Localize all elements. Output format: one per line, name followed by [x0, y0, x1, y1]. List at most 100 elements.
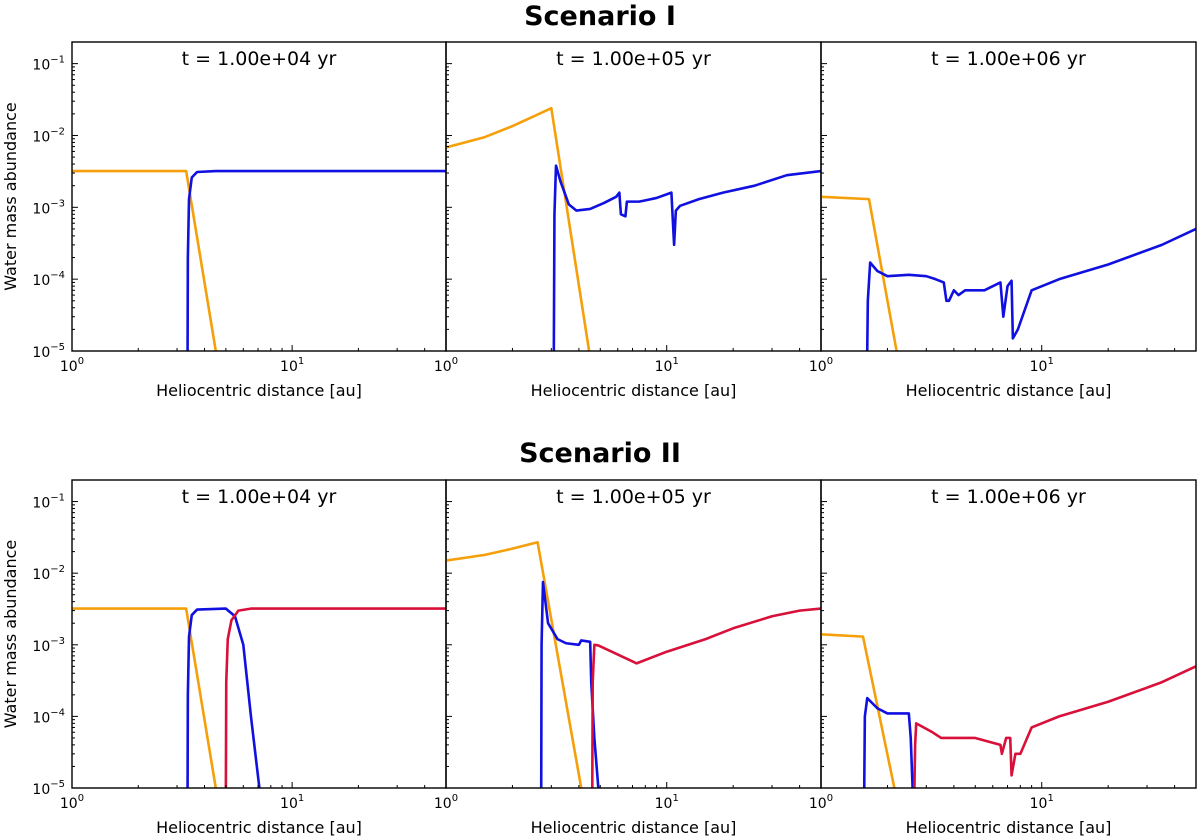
- panel-title: t = 1.00e+06 yr: [931, 486, 1086, 508]
- y-tick-label-base: 10: [32, 273, 50, 289]
- red-series-line: [590, 607, 821, 788]
- y-tick-label: 10−3: [32, 636, 65, 655]
- red-series-line: [913, 665, 1196, 788]
- y-tick-label-base: 10: [32, 496, 50, 512]
- x-tick-label: 101: [1030, 793, 1054, 812]
- y-tick-label: 10−2: [32, 126, 65, 145]
- scenario-title: Scenario II: [519, 438, 681, 469]
- x-axis-label: Heliocentric distance [au]: [531, 818, 737, 836]
- x-tick-label-exp: 1: [1047, 793, 1053, 804]
- y-tick-label: 10−2: [32, 564, 65, 583]
- y-tick-label-exp: −4: [50, 707, 65, 718]
- x-axis-label: Heliocentric distance [au]: [906, 381, 1112, 400]
- x-tick-label: 101: [1030, 356, 1054, 375]
- y-tick-label: 10−1: [32, 55, 65, 74]
- plot-area: [821, 195, 1196, 351]
- y-tick-label-base: 10: [32, 567, 50, 583]
- x-tick-label: 101: [655, 793, 679, 812]
- x-tick-label-base: 10: [60, 796, 78, 812]
- panel-title: t = 1.00e+04 yr: [182, 486, 337, 508]
- y-tick-label-exp: −3: [50, 198, 65, 209]
- x-tick-label-exp: 1: [1047, 356, 1053, 367]
- panel-frame: [71, 479, 447, 789]
- x-tick-label-base: 10: [1030, 359, 1048, 375]
- x-tick-label-base: 10: [280, 359, 298, 375]
- x-tick-label-exp: 0: [452, 793, 458, 804]
- x-tick-label-exp: 1: [672, 793, 678, 804]
- blue-series-line: [865, 227, 1196, 351]
- orange-series-line: [821, 633, 896, 788]
- blue-series-line: [552, 164, 821, 351]
- x-tick-label-exp: 0: [78, 356, 84, 367]
- scenario-title: Scenario I: [524, 1, 676, 32]
- orange-series-line: [446, 106, 591, 351]
- panel-frame: [445, 41, 822, 352]
- y-tick-label-base: 10: [32, 58, 50, 74]
- y-tick-label-exp: −4: [50, 270, 65, 281]
- panel-title: t = 1.00e+06 yr: [931, 48, 1086, 70]
- x-tick-label: 100: [60, 356, 84, 375]
- x-tick-label: 101: [280, 356, 304, 375]
- y-tick-label-base: 10: [32, 639, 50, 655]
- x-tick-label-base: 10: [60, 359, 78, 375]
- orange-series-line: [446, 540, 583, 788]
- plot-area: [446, 106, 821, 351]
- blue-series-line: [186, 169, 446, 351]
- y-tick-label-base: 10: [32, 129, 50, 145]
- y-tick-label-base: 10: [32, 201, 50, 217]
- y-tick-label-exp: −2: [50, 564, 65, 575]
- y-axis-label: Water mass abundance: [1, 540, 20, 729]
- plot-area: [446, 540, 821, 788]
- y-tick-label: 10−3: [32, 198, 65, 217]
- x-tick-label: 101: [655, 356, 679, 375]
- panel-frame: [71, 41, 447, 352]
- x-tick-label-base: 10: [1030, 796, 1048, 812]
- orange-series-line: [72, 169, 218, 351]
- y-tick-label-exp: −5: [50, 342, 65, 353]
- x-tick-label-base: 10: [809, 796, 827, 812]
- orange-series-line: [72, 607, 218, 788]
- x-tick-label-exp: 1: [298, 356, 304, 367]
- blue-series-line: [186, 607, 261, 788]
- x-tick-label: 100: [434, 356, 458, 375]
- x-tick-label-exp: 0: [78, 793, 84, 804]
- x-tick-label-exp: 0: [827, 793, 833, 804]
- blue-series-line: [862, 696, 914, 788]
- x-tick-label: 101: [280, 793, 304, 812]
- panel-2: 10 0 101 t = 1.00e+05 yr Heliocentric distan…: [434, 479, 822, 836]
- panel-title: t = 1.00e+05 yr: [556, 48, 711, 70]
- x-tick-label-base: 10: [655, 359, 673, 375]
- x-tick-label-exp: 1: [298, 793, 304, 804]
- x-tick-label: 100: [60, 793, 84, 812]
- plot-area: [72, 607, 446, 788]
- x-tick-label: 100: [809, 793, 833, 812]
- orange-series-line: [821, 195, 898, 351]
- x-tick-label-base: 10: [655, 796, 673, 812]
- y-tick-label: 10−4: [32, 707, 65, 726]
- y-tick-label-base: 10: [32, 345, 50, 361]
- panel-frame: [445, 479, 822, 789]
- panel-frame: [820, 479, 1197, 789]
- plot-area: [821, 633, 1196, 788]
- x-tick-label-exp: 0: [452, 356, 458, 367]
- y-tick-label-exp: −1: [50, 493, 65, 504]
- y-tick-label-exp: −5: [50, 779, 65, 790]
- y-tick-label: 10−4: [32, 270, 65, 289]
- y-tick-label-exp: −1: [50, 55, 65, 66]
- y-tick-label: 10−1: [32, 493, 65, 512]
- y-tick-label-base: 10: [32, 782, 50, 798]
- y-tick-label-exp: −3: [50, 636, 65, 647]
- panel-title: t = 1.00e+04 yr: [182, 48, 337, 70]
- panel-title: t = 1.00e+05 yr: [556, 486, 711, 508]
- x-axis-label: Heliocentric distance [au]: [906, 818, 1112, 836]
- y-tick-label: 10−5: [32, 779, 65, 798]
- x-tick-label-base: 10: [809, 359, 827, 375]
